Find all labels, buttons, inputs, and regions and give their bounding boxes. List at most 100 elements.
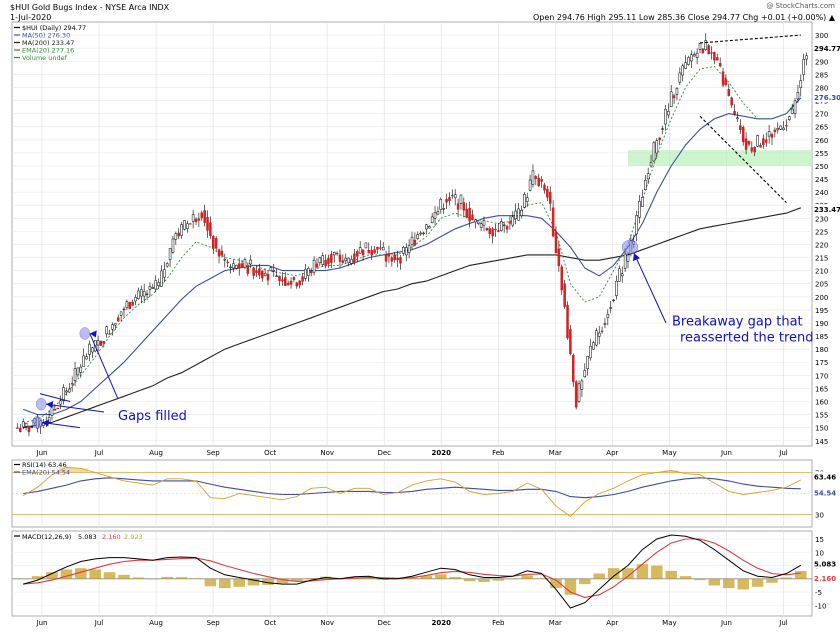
candle-body xyxy=(65,390,68,393)
candle-body xyxy=(209,222,212,237)
candle-body xyxy=(623,253,627,269)
candle-body xyxy=(442,208,445,210)
gap-circle xyxy=(35,397,47,411)
candle-body xyxy=(140,289,143,297)
candle-body xyxy=(194,218,198,223)
candle-body xyxy=(24,423,28,427)
candle-body xyxy=(612,299,615,302)
candle-body xyxy=(462,202,466,211)
candle-body xyxy=(502,224,506,226)
candle-body xyxy=(448,197,451,201)
rsi-overbought-fill xyxy=(59,467,74,473)
macd-panel-frame xyxy=(11,530,813,617)
candle-body xyxy=(356,251,359,257)
candle-body xyxy=(85,356,88,360)
rsi-ema-badge-bg xyxy=(813,487,839,498)
candle-body xyxy=(226,261,229,264)
macd-histogram-bar xyxy=(204,578,217,587)
candle-body xyxy=(102,341,106,344)
candle-body xyxy=(177,232,180,237)
candle-body xyxy=(99,341,103,346)
candle-body xyxy=(304,268,307,279)
candle-body xyxy=(713,52,716,61)
candle-body xyxy=(747,140,751,145)
candle-body xyxy=(456,203,460,210)
candle-body xyxy=(237,263,241,269)
macd-histogram-bar xyxy=(60,569,73,579)
macd-histogram-bar xyxy=(593,573,605,579)
x-tick-label: Jun xyxy=(36,619,48,627)
candle-body xyxy=(756,135,759,147)
macd-histogram-bar xyxy=(636,564,649,579)
candle-body xyxy=(312,259,316,273)
rsi-overbought-fill xyxy=(664,470,679,473)
candle-body xyxy=(295,282,299,287)
gap-arrowhead xyxy=(46,401,54,409)
candle-body xyxy=(704,40,708,50)
macd-histogram-bar xyxy=(190,578,202,579)
macd-histogram-bar xyxy=(31,576,44,579)
candle-body xyxy=(716,57,719,61)
candle-body xyxy=(163,269,166,278)
candle-body xyxy=(96,340,100,346)
rsi-lines xyxy=(22,466,802,518)
candle-body xyxy=(91,347,94,353)
macd-histogram-bar xyxy=(507,578,519,580)
candle-body xyxy=(453,194,457,198)
candle-body xyxy=(721,71,725,86)
candle-body xyxy=(235,264,238,269)
price-tick-label: 220 xyxy=(815,241,828,249)
price-tick-label: 300 xyxy=(815,32,828,40)
gap-arrowhead xyxy=(89,330,97,338)
macd-histogram-bar xyxy=(766,578,778,583)
price-tick-label: 180 xyxy=(815,346,828,354)
macd-histogram-bar xyxy=(535,578,548,579)
macd-histogram-bar xyxy=(291,578,303,582)
candle-body xyxy=(592,342,595,350)
candle-body xyxy=(367,250,371,254)
price-tick-label: 170 xyxy=(815,372,828,380)
macd-legend-label: MACD(12,26,9) xyxy=(22,533,71,541)
candle-body xyxy=(180,224,183,236)
candle-body xyxy=(741,127,745,143)
candle-body xyxy=(188,223,192,225)
candle-body xyxy=(586,356,589,369)
candle-body xyxy=(534,176,538,179)
candle-body xyxy=(494,228,497,231)
candle-body xyxy=(525,197,529,202)
ma200-line xyxy=(23,207,801,429)
candle-body xyxy=(116,317,120,322)
macd-tick-label: 10 xyxy=(815,549,824,557)
candle-body xyxy=(638,201,641,218)
candle-body xyxy=(428,226,431,229)
macd-histogram-bar xyxy=(46,572,58,579)
candle-body xyxy=(114,323,117,326)
x-tick-label: 2020 xyxy=(432,449,452,457)
ma200-badge: 233.47 xyxy=(814,206,840,214)
candle-body xyxy=(53,409,57,411)
candle-body xyxy=(292,276,296,280)
legend-entry: EMA(20) 54.54 xyxy=(22,469,70,477)
candle-body xyxy=(569,329,572,354)
macd-histogram-bar xyxy=(247,578,260,586)
x-tick-label: Dec xyxy=(377,619,391,627)
macd-histogram xyxy=(17,564,807,595)
candle-body xyxy=(171,238,175,253)
macd-histogram-bar xyxy=(377,578,389,580)
candle-body xyxy=(805,55,808,60)
x-tick-label: Jul xyxy=(94,449,104,457)
price-tick-label: 245 xyxy=(815,176,828,184)
gap-arrow xyxy=(39,393,71,402)
x-axis-price: Jun Jul Aug Sep Oct Nov Dec 2020 Feb Mar Apr May Jun… xyxy=(36,449,788,457)
candle-body xyxy=(433,212,437,219)
price-tick-label: 190 xyxy=(815,320,828,328)
candle-body xyxy=(324,259,327,267)
candle-body xyxy=(278,275,281,282)
candle-body xyxy=(603,323,607,325)
x-tick-label: Sep xyxy=(207,449,221,457)
x-tick-label: Sep xyxy=(207,619,221,627)
macd-histogram-bar xyxy=(795,571,807,579)
candle-body xyxy=(701,48,705,54)
